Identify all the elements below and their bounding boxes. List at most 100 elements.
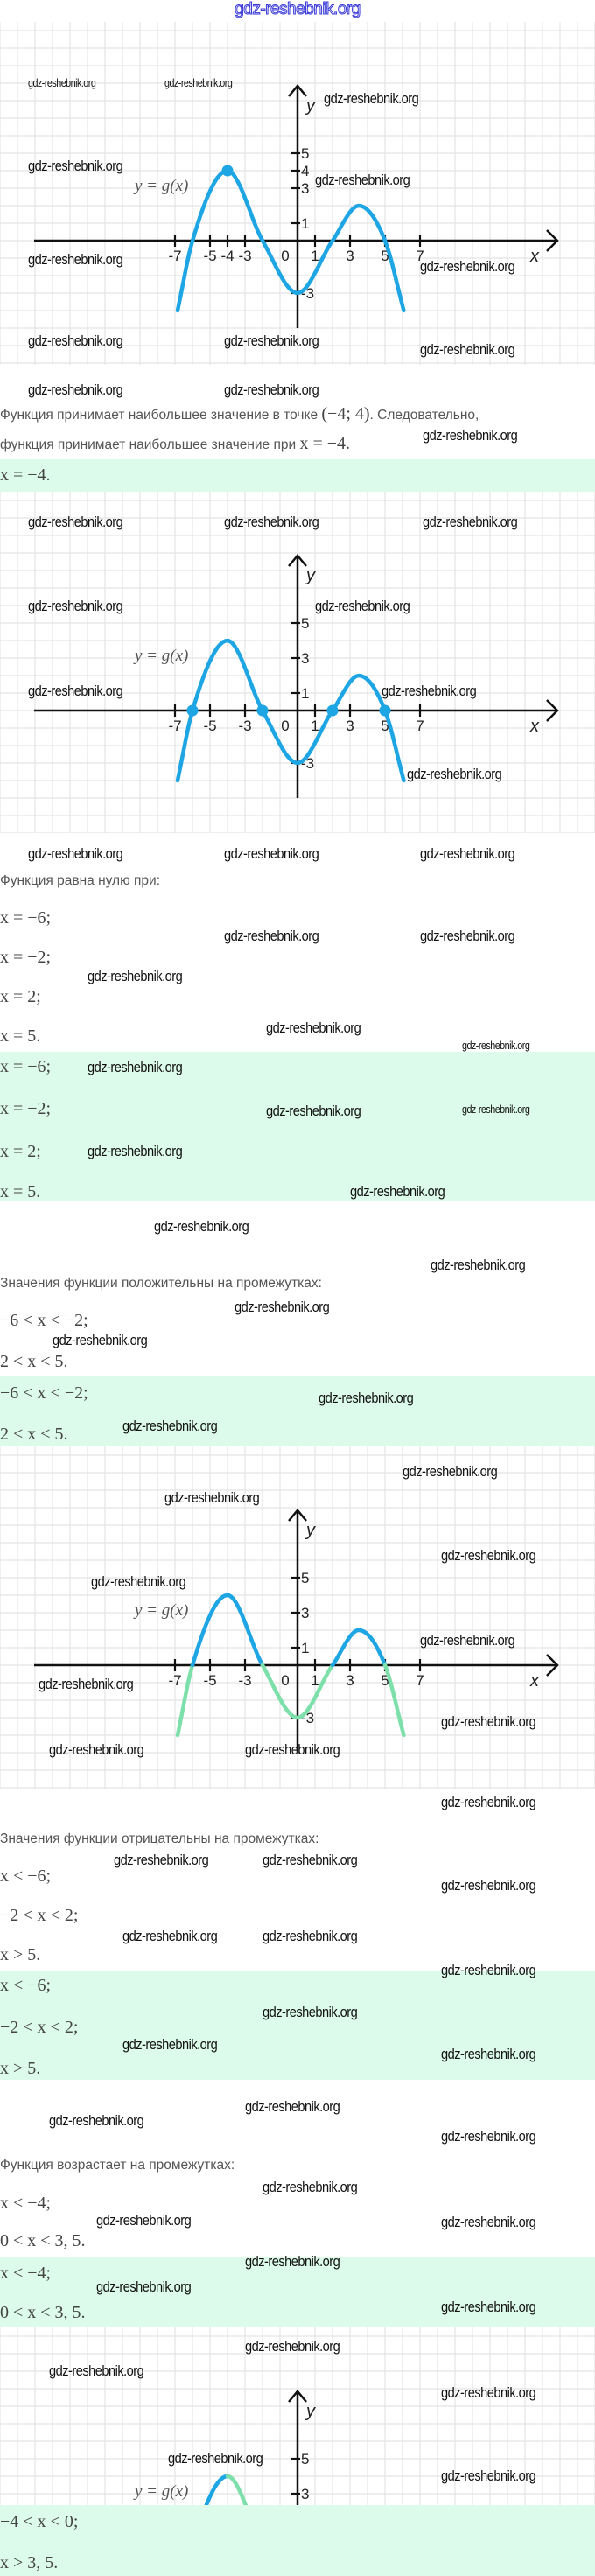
site-title[interactable]: gdz-reshebnik.org <box>234 0 361 19</box>
answer-value: −6 < x < −2; <box>0 1383 88 1403</box>
watermark: gdz-reshebnik.org <box>423 514 518 530</box>
marked-point <box>379 704 391 717</box>
negative-line: x > 5. <box>0 1945 41 1964</box>
zeros-heading: Функция равна нулю при: <box>0 873 160 888</box>
x-axis-label: x <box>529 717 540 736</box>
watermark: gdz-reshebnik.org <box>52 1332 148 1348</box>
watermark: gdz-reshebnik.org <box>441 1547 536 1564</box>
curve-segment <box>225 2474 248 2505</box>
marked-point <box>221 164 234 177</box>
watermark: gdz-reshebnik.org <box>164 77 233 89</box>
negative-heading: Значения функции отрицательны на промежу… <box>0 1831 319 1846</box>
y-tick-label: 3 <box>301 650 309 667</box>
y-tick-label: 4 <box>301 163 309 179</box>
x-tick-label: 0 <box>281 718 289 734</box>
x-tick-label: 1 <box>311 718 318 734</box>
watermark: gdz-reshebnik.org <box>88 1059 183 1075</box>
watermark: gdz-reshebnik.org <box>315 598 410 614</box>
watermark: gdz-reshebnik.org <box>122 1928 218 1944</box>
watermark: gdz-reshebnik.org <box>96 2212 192 2229</box>
y-tick-label: 3 <box>301 1605 309 1621</box>
watermark: gdz-reshebnik.org <box>420 928 515 944</box>
watermark: gdz-reshebnik.org <box>407 766 502 782</box>
x-tick-label: 0 <box>281 1672 289 1689</box>
watermark: gdz-reshebnik.org <box>49 2362 144 2379</box>
watermark: gdz-reshebnik.org <box>224 514 319 530</box>
watermark: gdz-reshebnik.org <box>262 2004 358 2020</box>
curve-segment <box>175 168 406 313</box>
curve-segment <box>190 1592 265 1668</box>
watermark: gdz-reshebnik.org <box>28 77 96 89</box>
math: x = −4. <box>299 434 351 453</box>
watermark: gdz-reshebnik.org <box>28 158 123 174</box>
watermark: gdz-reshebnik.org <box>154 1218 249 1235</box>
watermark: gdz-reshebnik.org <box>91 1573 186 1590</box>
x-tick-label: -5 <box>203 248 216 264</box>
watermark: gdz-reshebnik.org <box>324 90 419 107</box>
watermark: gdz-reshebnik.org <box>441 2214 536 2230</box>
watermark: gdz-reshebnik.org <box>245 2098 340 2115</box>
graph-3: x y -7 -5 -3 0 1 3 5 7 5 3 1 -3 y = g(x) <box>0 1446 595 1789</box>
watermark: gdz-reshebnik.org <box>234 1298 330 1315</box>
answer-value: x < −4; <box>0 2264 52 2283</box>
watermark: gdz-reshebnik.org <box>49 2112 144 2129</box>
answer-value: x = −4. <box>0 466 51 485</box>
x-tick-label: 3 <box>346 248 354 264</box>
watermark: gdz-reshebnik.org <box>420 258 515 275</box>
x-axis-arrow <box>546 1654 559 1676</box>
x-axis-label: x <box>529 1671 540 1690</box>
text: функция принимает наибольшее значение пр… <box>0 438 300 452</box>
chart-svg: y 5 3 y = g(x) <box>0 2328 595 2505</box>
y-axis-label: y <box>304 2402 316 2421</box>
watermark: gdz-reshebnik.org <box>441 2468 536 2484</box>
y-tick-label: 1 <box>301 215 309 232</box>
watermark: gdz-reshebnik.org <box>441 2299 536 2315</box>
curve-segment <box>260 1662 335 1720</box>
answer-value: x = 2; <box>0 1142 41 1161</box>
watermark: gdz-reshebnik.org <box>420 1632 515 1648</box>
text: . Следовательно, <box>369 408 480 423</box>
watermark: gdz-reshebnik.org <box>262 1928 358 1944</box>
function-label: y = g(x) <box>133 647 188 665</box>
watermark: gdz-reshebnik.org <box>382 682 477 699</box>
watermark: gdz-reshebnik.org <box>441 1877 536 1894</box>
x-tick-label: -3 <box>238 248 251 264</box>
curve-segment <box>175 1662 195 1738</box>
watermark: gdz-reshebnik.org <box>224 928 319 944</box>
x-tick-label: 7 <box>416 248 424 264</box>
y-axis-arrow <box>288 554 307 567</box>
positive-line: −6 < x < −2; <box>0 1311 88 1330</box>
positive-line: 2 < x < 5. <box>0 1352 68 1371</box>
x-tick-label: 7 <box>416 1672 424 1689</box>
increasing-line: 0 < x < 3, 5. <box>0 2231 86 2250</box>
text: Функция принимает наибольшее значение в … <box>0 408 322 423</box>
increasing-line: x < −4; <box>0 2194 52 2213</box>
watermark: gdz-reshebnik.org <box>28 598 123 614</box>
x-tick-label: -5 <box>203 718 216 734</box>
y-tick-label: 1 <box>301 685 309 702</box>
x-tick-label: -7 <box>168 248 181 264</box>
watermark: gdz-reshebnik.org <box>462 1040 530 1052</box>
watermark: gdz-reshebnik.org <box>28 682 123 699</box>
answer-box-max: x = −4. <box>0 459 595 492</box>
watermark: gdz-reshebnik.org <box>350 1183 445 1200</box>
curve-segment <box>382 1662 406 1738</box>
watermark: gdz-reshebnik.org <box>441 2046 536 2062</box>
y-axis-label: y <box>304 1521 316 1540</box>
x-tick-label: 0 <box>281 248 289 264</box>
y-tick-label: 5 <box>301 615 309 632</box>
watermark: gdz-reshebnik.org <box>318 1390 414 1406</box>
answer-box-zeros: x = −6; x = −2; x = 2; x = 5. <box>0 1052 595 1201</box>
watermark: gdz-reshebnik.org <box>88 968 183 984</box>
curve-segment <box>204 2474 230 2505</box>
watermark: gdz-reshebnik.org <box>441 2384 536 2401</box>
answer-value: x > 3, 5. <box>0 2553 59 2572</box>
x-tick-label: 5 <box>381 1672 388 1689</box>
watermark: gdz-reshebnik.org <box>423 427 518 444</box>
watermark: gdz-reshebnik.org <box>224 382 319 398</box>
answer-value: x = −6; <box>0 1057 52 1076</box>
answer-box-decreasing: −4 < x < 0; x > 3, 5. <box>0 2505 595 2576</box>
